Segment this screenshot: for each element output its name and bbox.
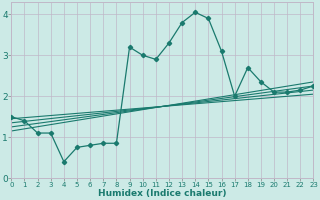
X-axis label: Humidex (Indice chaleur): Humidex (Indice chaleur) [98,189,227,198]
